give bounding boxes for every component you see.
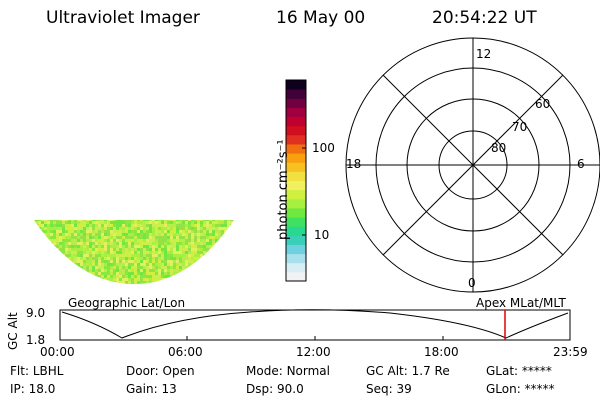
colorbar-cell — [286, 217, 306, 227]
polar-plot — [345, 37, 600, 293]
info-door-key: Door: — [126, 364, 159, 378]
polar-lat-80: 80 — [491, 141, 507, 155]
info-glon-key: GLon: — [486, 382, 521, 396]
app-title: Ultraviolet Imager — [46, 8, 200, 28]
info-dsp-value: 90.0 — [276, 382, 304, 396]
altitude-xtick-2359: 23:59 — [553, 345, 588, 359]
info-gc-alt: GC Alt: 1.7 Re — [366, 364, 450, 378]
colorbar-cell — [286, 98, 306, 108]
polar-mlt-12: 12 — [476, 47, 492, 61]
info-dsp: Dsp: 90.0 — [246, 382, 304, 396]
polar-diagonal-2 — [382, 74, 564, 256]
info-mode: Mode: Normal — [246, 364, 330, 378]
altitude-curve — [61, 309, 569, 339]
altitude-plot-frame — [59, 309, 571, 341]
colorbar-cell — [286, 262, 306, 273]
altitude-ytick-9: 9.0 — [26, 306, 46, 320]
info-flt: Flt: LBHL — [10, 364, 63, 378]
altitude-ytick-1-8: 1.8 — [26, 333, 46, 347]
colorbar-cell — [286, 271, 306, 282]
info-seq: Seq: 39 — [366, 382, 412, 396]
info-flt-key: Flt: — [10, 364, 29, 378]
info-mode-value: Normal — [286, 364, 330, 378]
geographic-label: Geographic Lat/Lon — [68, 296, 186, 310]
altitude-xtick-1200: 12:00 — [296, 345, 331, 359]
info-glat: GLat: ***** — [486, 364, 552, 378]
colorbar-cell — [286, 171, 306, 181]
info-door-value: Open — [162, 364, 195, 378]
info-gc-alt-value: 1.7 Re — [411, 364, 450, 378]
info-gc-alt-key: GC Alt: — [366, 364, 408, 378]
colorbar-cell — [286, 125, 306, 136]
altitude-xtick-1800: 18:00 — [424, 345, 459, 359]
colorbar-label: photon cm⁻²s⁻¹ — [276, 139, 291, 240]
colorbar-cell — [286, 80, 306, 90]
colorbar-cell — [286, 162, 306, 172]
altitude-xtick-0600: 06:00 — [168, 345, 203, 359]
colorbar-cell — [286, 143, 306, 154]
colorbar-cell — [286, 107, 306, 118]
colorbar-cell — [286, 116, 306, 127]
polar-mlt-0: 0 — [468, 276, 476, 290]
info-glat-value: ***** — [521, 364, 552, 378]
colorbar-cell — [286, 180, 306, 191]
colorbar — [286, 80, 306, 282]
info-glat-key: GLat: — [486, 364, 519, 378]
colorbar-cell — [286, 189, 306, 200]
colorbar-cell — [286, 253, 306, 264]
colorbar-cell — [286, 198, 306, 209]
info-dsp-key: Dsp: — [246, 382, 274, 396]
altitude-x-ticks — [59, 336, 571, 340]
colorbar-cell — [286, 244, 306, 255]
info-ip: IP: 18.0 — [10, 382, 55, 396]
info-gain-value: 13 — [161, 382, 177, 396]
geographic-image — [34, 220, 234, 284]
altitude-xtick-0000: 00:00 — [40, 345, 75, 359]
polar-lat-70: 70 — [512, 120, 528, 134]
colorbar-tick-label-10: 10 — [314, 228, 330, 242]
colorbar-tick-label-100: 100 — [312, 141, 335, 155]
info-seq-value: 39 — [396, 382, 412, 396]
colorbar-cell — [286, 235, 306, 245]
colorbar-frame — [285, 79, 307, 282]
info-mode-key: Mode: — [246, 364, 283, 378]
info-flt-value: LBHL — [32, 364, 64, 378]
info-door: Door: Open — [126, 364, 195, 378]
colorbar-cell — [286, 207, 306, 218]
polar-lat-60: 60 — [535, 97, 551, 111]
apex-label: Apex MLat/MLT — [476, 296, 566, 310]
polar-mlt-6: 6 — [577, 157, 585, 171]
colorbar-cell — [286, 89, 306, 99]
info-ip-key: IP: — [10, 382, 25, 396]
info-glon-value: ***** — [524, 382, 555, 396]
info-seq-key: Seq: — [366, 382, 393, 396]
info-gain-key: Gain: — [126, 382, 158, 396]
info-gain: Gain: 13 — [126, 382, 177, 396]
time-label: 20:54:22 UT — [432, 8, 537, 28]
info-glon: GLon: ***** — [486, 382, 555, 396]
colorbar-cell — [286, 153, 306, 163]
colorbar-cell — [286, 134, 306, 145]
info-ip-value: 18.0 — [28, 382, 56, 396]
polar-mlt-18: 18 — [346, 157, 362, 171]
colorbar-cell — [286, 226, 306, 236]
altitude-ylabel: GC Alt — [6, 312, 20, 350]
date-label: 16 May 00 — [276, 8, 366, 28]
